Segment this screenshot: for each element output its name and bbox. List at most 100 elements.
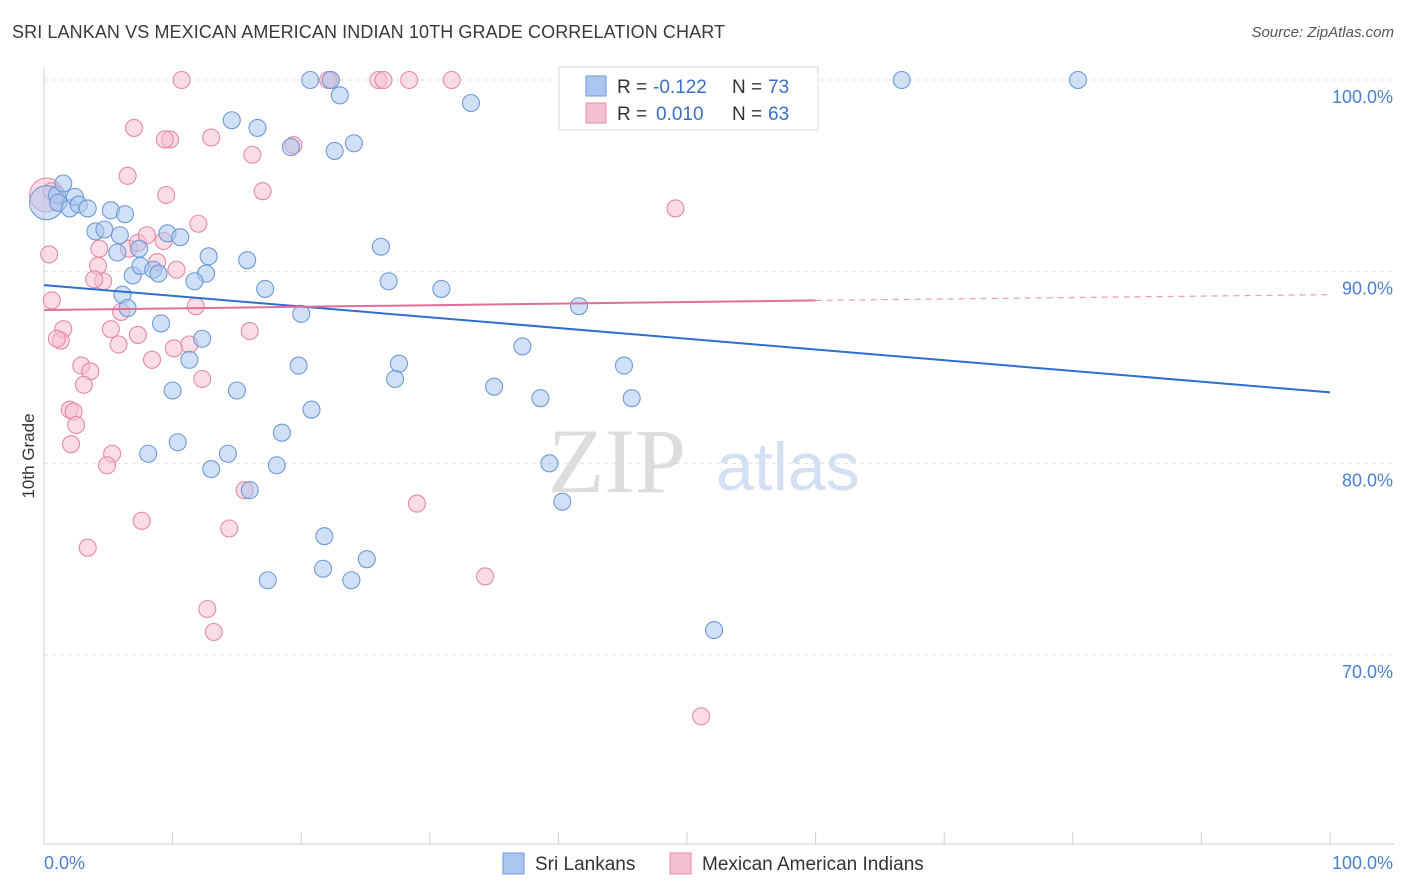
legend-n-value-1: 73	[768, 77, 789, 98]
series-legend-swatch-mexican-american-indians	[669, 852, 692, 875]
sri-lankans-point-63	[330, 86, 349, 105]
mexican-american-indians-point-52	[172, 70, 191, 90]
legend-swatch-pink	[585, 102, 607, 124]
legend-n-value-2: 63	[768, 104, 789, 125]
sri-lankans-point-62	[321, 70, 340, 90]
mexican-american-indians-point-37	[240, 322, 259, 341]
sri-lankans-point-26	[256, 279, 275, 298]
mexican-american-indians-point-44	[253, 182, 272, 201]
sri-lankans-point-45	[302, 400, 321, 419]
mexican-american-indians-point-41	[204, 622, 223, 642]
stats-legend: R = -0.122 N = 73 R = 0.010 N = 63	[558, 66, 819, 131]
sri-lankans-point-32	[379, 272, 398, 291]
mexican-american-indians-point-13	[61, 435, 81, 454]
sri-lankans-point-44	[622, 389, 641, 408]
series-legend-label-sri-lankans: Sri Lankans	[535, 854, 635, 875]
mexican-american-indians-point-55	[374, 70, 393, 90]
sri-lankans-point-59	[342, 571, 361, 590]
sri-lankans-point-2	[54, 174, 73, 193]
sri-lankans-point-42	[227, 381, 246, 400]
chart-source: Source: ZipAtlas.com	[1251, 24, 1394, 41]
sri-lankans-point-56	[357, 550, 376, 569]
mexican-american-indians-point-21	[85, 270, 104, 289]
mexican-american-indians-points	[29, 70, 711, 726]
mexican-american-indians-point-25	[128, 325, 147, 344]
sri-lankans-point-53	[240, 481, 259, 500]
y-tick-label-80: 80.0%	[1342, 470, 1393, 490]
mexican-american-indians-point-9	[74, 375, 93, 394]
sri-lankans-point-27	[292, 304, 311, 323]
mexican-american-indians-trend-line-extension	[815, 294, 1331, 302]
sri-lankans-point-72	[115, 205, 135, 224]
mexican-american-indians-point-16	[132, 511, 151, 530]
mexican-american-indians-point-22	[101, 320, 120, 339]
sri-lankans-point-61	[301, 70, 320, 90]
sri-lankans-point-20	[199, 247, 218, 266]
gridlines	[44, 79, 1394, 656]
mexican-american-indians-point-23	[109, 335, 128, 354]
sri-lankans-point-48	[139, 444, 158, 463]
mexican-american-indians-point-50	[118, 166, 137, 185]
sri-lankans-point-37	[389, 354, 408, 373]
legend-r-value-1: -0.122	[653, 77, 707, 98]
sri-lankans-point-12	[108, 243, 127, 262]
sri-lankans-point-13	[130, 239, 149, 258]
mexican-american-indians-point-46	[202, 128, 221, 147]
sri-lankans-point-66	[461, 93, 481, 113]
mexican-american-indians-point-49	[124, 118, 144, 137]
sri-lankans-point-23	[185, 272, 204, 291]
sri-lankans-points	[29, 70, 1087, 640]
mexican-american-indians-point-35	[164, 339, 183, 358]
sri-lankans-point-50	[202, 460, 221, 479]
mexican-american-indians-point-33	[186, 297, 205, 316]
sri-lankans-point-33	[432, 279, 451, 298]
sri-lankans-point-65	[1068, 70, 1087, 90]
y-tick-label-100: 100.0%	[1332, 87, 1393, 107]
legend-r-label-2: R =	[617, 104, 647, 125]
chart-title: SRI LANKAN VS MEXICAN AMERICAN INDIAN 10…	[12, 22, 726, 42]
sri-lankans-point-49	[218, 444, 237, 463]
y-axis-title: 10th Grade	[19, 413, 38, 498]
sri-lankans-point-70	[325, 141, 344, 160]
mexican-american-indians-point-17	[78, 538, 97, 557]
mexican-american-indians-point-45	[243, 145, 262, 164]
y-tick-labels: 70.0% 80.0% 90.0% 100.0%	[1332, 87, 1393, 682]
sri-lankans-point-30	[180, 350, 199, 369]
mexican-american-indians-point-43	[189, 214, 208, 233]
mexican-american-indians-point-15	[97, 456, 117, 475]
mexican-american-indians-point-32	[167, 260, 186, 279]
mexican-american-indians-point-57	[442, 70, 461, 90]
sri-lankans-point-64	[892, 70, 911, 90]
sri-lankans-point-36	[289, 356, 308, 375]
sri-lankans-point-38	[386, 369, 405, 389]
sri-lankans-point-71	[344, 134, 363, 153]
sri-lankans-point-34	[569, 297, 589, 316]
watermark-atlas: atlas	[716, 429, 860, 505]
sri-lankans-point-57	[314, 559, 333, 578]
sri-lankans-point-47	[168, 433, 187, 452]
series-legend-label-mexican-american-indians: Mexican American Indians	[702, 854, 924, 875]
mexican-american-indians-point-29	[137, 226, 156, 245]
mexican-american-indians-point-36	[193, 369, 212, 389]
sri-lankans-point-51	[267, 456, 286, 475]
series-legend-swatch-sri-lankans	[502, 852, 525, 875]
sri-lankans-point-68	[248, 118, 267, 137]
mexican-american-indians-point-26	[142, 350, 162, 369]
mexican-american-indians-point-2	[40, 245, 59, 264]
sri-lankans-point-11	[110, 226, 129, 245]
watermark-zip: ZIP	[548, 410, 686, 512]
trend-lines	[43, 284, 1331, 394]
sri-lankans-point-39	[485, 377, 504, 396]
sri-lankans-point-35	[513, 337, 532, 356]
sri-lankans-trend-line	[43, 284, 1331, 394]
sri-lankans-point-46	[272, 423, 291, 442]
mexican-american-indians-point-3	[42, 291, 61, 310]
mexican-american-indians-point-48	[155, 130, 174, 149]
mexican-american-indians-point-40	[198, 599, 217, 619]
mexican-american-indians-point-12	[67, 415, 86, 435]
sri-lankans-point-58	[258, 571, 277, 590]
mexican-american-indians-point-58	[666, 199, 685, 218]
sri-lankans-point-41	[163, 381, 182, 400]
legend-n-label-1: N =	[732, 77, 762, 98]
